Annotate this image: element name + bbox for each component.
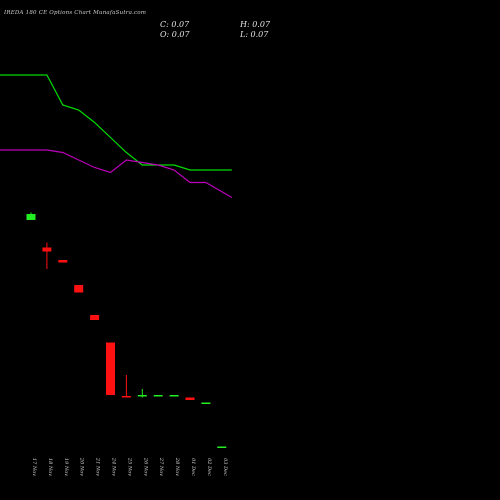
- x-tick-label: 21 Nov: [95, 457, 101, 476]
- candle-body: [121, 396, 131, 398]
- candle-body: [74, 285, 84, 293]
- candle-body: [26, 214, 36, 220]
- candle: [201, 402, 211, 404]
- candle-body: [42, 247, 52, 252]
- candle-body: [58, 260, 68, 263]
- candle-body: [90, 315, 100, 320]
- x-tick-label: 01 Dec: [190, 458, 196, 476]
- candle: [217, 446, 227, 448]
- candle: [74, 285, 84, 293]
- x-tick-label: 26 Nov: [142, 457, 148, 476]
- candle-body: [201, 402, 211, 404]
- chart-title: IREDA 180 CE Options Chart MunafaSutra.c…: [4, 10, 147, 16]
- candle: [169, 395, 179, 397]
- candle-body: [153, 395, 163, 397]
- x-tick-label: 20 Nov: [79, 457, 85, 476]
- candle: [42, 242, 52, 269]
- close-readout: C: 0.07: [160, 20, 190, 29]
- candle: [26, 212, 36, 220]
- candle-body: [217, 446, 227, 448]
- x-tick-label: 03 Dec: [222, 458, 228, 476]
- candle: [185, 397, 195, 400]
- ma-line-1: [0, 74, 232, 171]
- moving-average-lines: [0, 74, 233, 199]
- x-tick-label: 02 Dec: [206, 458, 212, 476]
- high-readout: H: 0.07: [240, 20, 271, 29]
- x-tick-label: 24 Nov: [111, 457, 117, 476]
- low-readout: L: 0.07: [240, 30, 269, 39]
- candle: [106, 342, 115, 395]
- candle: [90, 315, 100, 320]
- candle-body: [169, 395, 179, 397]
- x-tick-label: 28 Nov: [174, 457, 180, 476]
- open-readout: O: 0.07: [160, 30, 190, 39]
- x-tick-label: 18 Nov: [47, 458, 53, 476]
- candles: [26, 212, 227, 448]
- candle-body: [106, 342, 115, 395]
- candle: [153, 395, 163, 397]
- candle-body: [185, 397, 195, 400]
- ma-line-2: [0, 149, 233, 199]
- x-tick-label: 25 Nov: [126, 457, 132, 476]
- candle: [121, 375, 131, 398]
- candle: [137, 389, 147, 398]
- x-tick-label: 27 Nov: [158, 457, 164, 476]
- x-tick-label: 17 Nov: [31, 458, 37, 476]
- x-axis-labels: 17 Nov 18 Nov 19 Nov 20 Nov 21 Nov 24 Nov 25 N…: [31, 457, 228, 476]
- x-tick-label: 19 Nov: [63, 458, 69, 476]
- candle: [58, 260, 68, 263]
- candle-body: [137, 395, 147, 397]
